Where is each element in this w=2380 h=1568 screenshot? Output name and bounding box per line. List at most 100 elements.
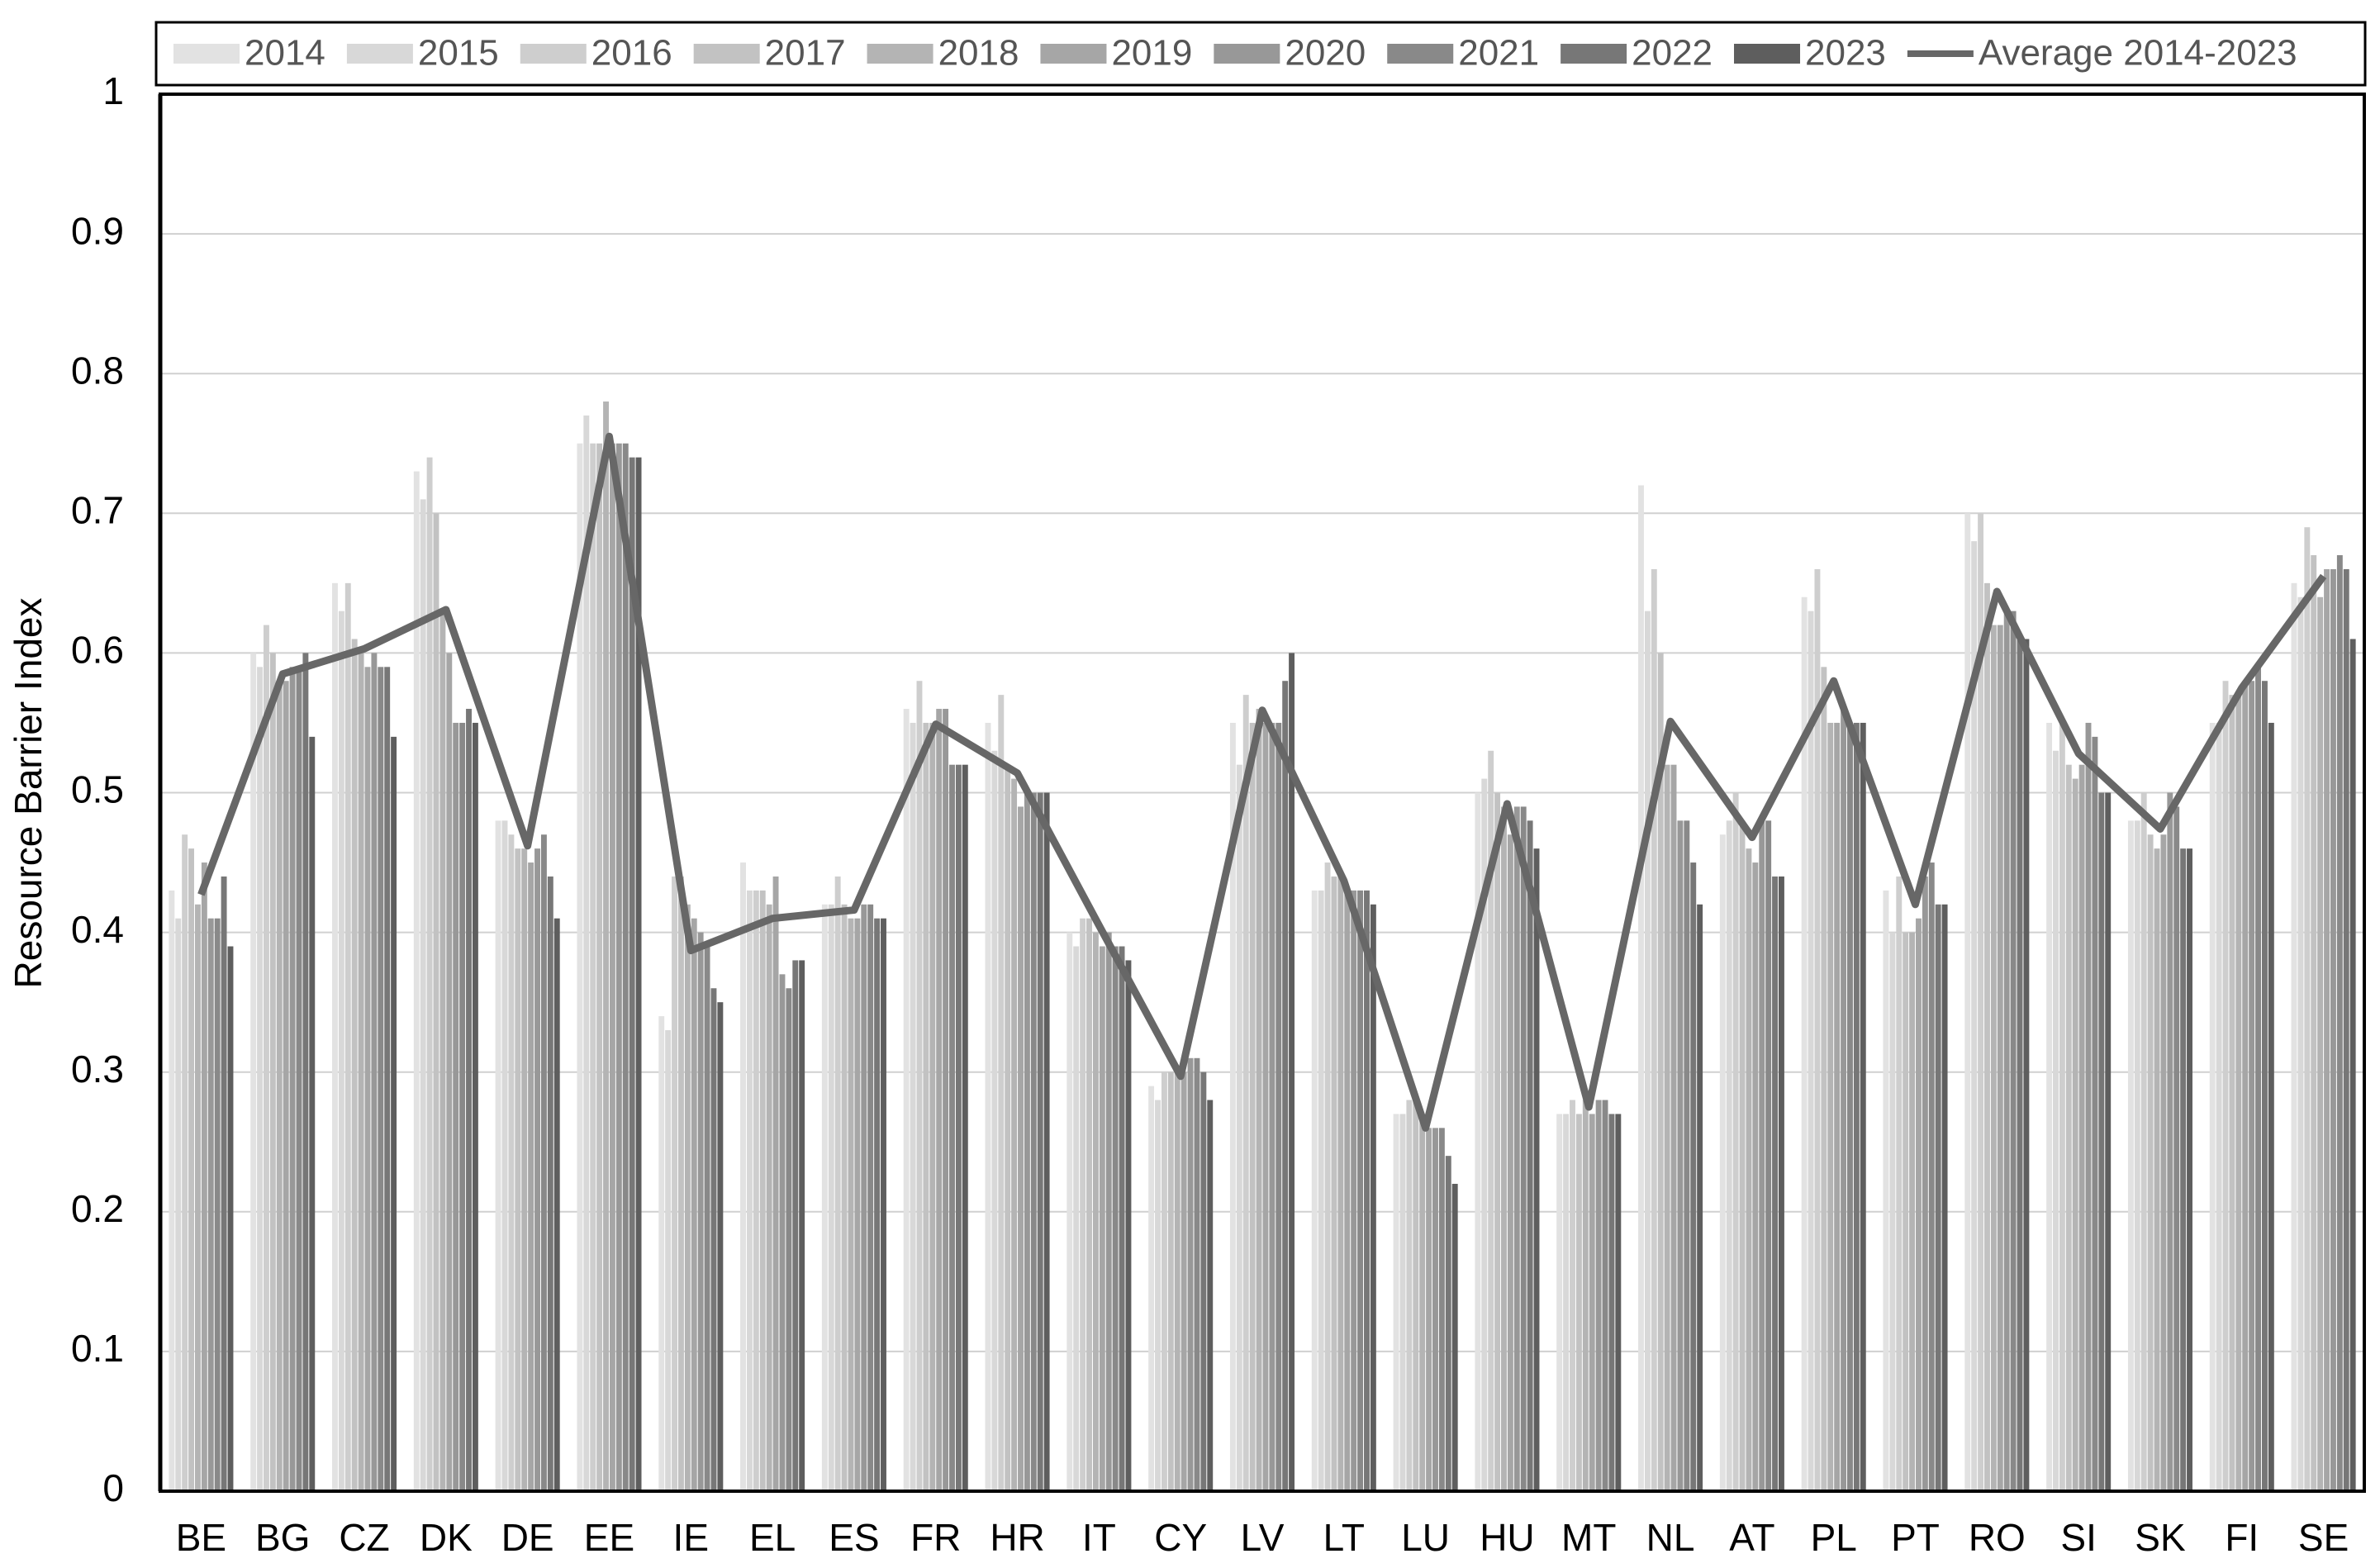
bar [1112, 946, 1119, 1491]
x-tick-label: BG [255, 1516, 310, 1559]
bar [1426, 1128, 1432, 1491]
bar [1847, 722, 1853, 1491]
bar [1099, 946, 1105, 1491]
x-tick-label: BE [176, 1516, 226, 1559]
bar [2167, 792, 2173, 1491]
bar [1119, 946, 1125, 1491]
bar [746, 890, 753, 1491]
bar [1990, 625, 1997, 1491]
bar [344, 582, 351, 1491]
bar [289, 667, 296, 1491]
bar [1928, 862, 1935, 1491]
bar [420, 499, 426, 1491]
bar [1501, 806, 1507, 1491]
bar [257, 667, 264, 1491]
bar [677, 876, 684, 1491]
bar [302, 653, 309, 1491]
bar [439, 611, 446, 1492]
bar [1941, 904, 1948, 1491]
bar [2180, 848, 2187, 1491]
bar [2092, 736, 2098, 1491]
bar [1779, 876, 1784, 1491]
bar [1481, 778, 1488, 1491]
x-tick-label: HR [990, 1516, 1044, 1559]
x-tick-label: FI [2225, 1516, 2259, 1559]
bar [264, 625, 269, 1491]
bar [1935, 904, 1941, 1491]
bar [2242, 681, 2249, 1491]
bar [821, 904, 828, 1491]
bar [221, 876, 227, 1491]
bar [1739, 820, 1746, 1491]
bar [1229, 722, 1236, 1491]
bar [2105, 792, 2112, 1491]
x-tick-label: EL [749, 1516, 796, 1559]
bar [501, 820, 508, 1491]
bar [2268, 722, 2274, 1491]
bar [1971, 541, 1978, 1491]
bar [1746, 848, 1752, 1491]
bar [2046, 722, 2053, 1491]
bar [2336, 555, 2343, 1491]
bar [1249, 722, 1256, 1491]
bar [2187, 848, 2192, 1491]
bar [1563, 1114, 1570, 1491]
y-tick-label: 0.3 [71, 1048, 124, 1090]
bar [1207, 1100, 1214, 1491]
legend-swatch [346, 44, 413, 64]
x-tick-label: ES [829, 1516, 879, 1559]
bar [2291, 582, 2297, 1491]
bar [391, 736, 397, 1491]
x-tick-label: DE [501, 1516, 554, 1559]
bar [710, 988, 717, 1491]
bar [2134, 820, 2140, 1491]
x-tick-label: PL [1811, 1516, 1857, 1559]
bar [188, 848, 195, 1491]
bar [1732, 792, 1739, 1491]
bar [2261, 681, 2268, 1491]
bar [1351, 890, 1357, 1491]
bar [508, 834, 515, 1491]
bar [1399, 1114, 1406, 1491]
bar [1180, 1071, 1187, 1491]
bar [949, 764, 955, 1491]
bar [615, 443, 622, 1491]
bar [1889, 932, 1896, 1491]
bar [1670, 764, 1677, 1491]
bar [1413, 1100, 1419, 1491]
legend-swatch [1734, 44, 1801, 64]
legend-swatch [173, 44, 240, 64]
legend-label: 2023 [1805, 33, 1886, 74]
bar [1242, 695, 1249, 1491]
bar [1582, 1100, 1589, 1491]
bar [472, 722, 478, 1491]
bar [834, 876, 841, 1491]
bar [175, 918, 182, 1491]
bar [1834, 722, 1841, 1491]
bar [2059, 722, 2065, 1491]
bar [201, 862, 207, 1491]
bar [874, 918, 881, 1491]
bar [1883, 890, 1889, 1491]
bar [1608, 1114, 1615, 1491]
bar [332, 582, 338, 1491]
bar [169, 890, 175, 1491]
bar [2343, 568, 2349, 1492]
bar [1759, 820, 1765, 1491]
bar [962, 764, 968, 1491]
x-tick-label: NL [1646, 1516, 1695, 1559]
x-tick-label: DK [420, 1516, 473, 1559]
bar [1438, 1128, 1445, 1491]
bar [466, 709, 472, 1491]
bar [1105, 932, 1112, 1491]
bar [534, 848, 540, 1491]
bar [929, 722, 936, 1491]
bar [1364, 890, 1370, 1491]
bar [1657, 653, 1664, 1491]
bar [1174, 1071, 1180, 1491]
bar [1066, 932, 1073, 1491]
bar [753, 890, 759, 1491]
bar [998, 695, 1005, 1491]
bar [583, 415, 590, 1492]
y-tick-label: 0 [102, 1466, 124, 1509]
